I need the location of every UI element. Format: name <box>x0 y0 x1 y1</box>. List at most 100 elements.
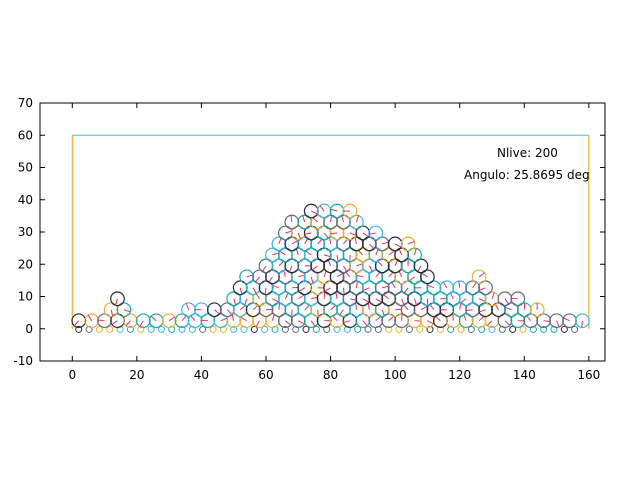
particle-orientation <box>377 260 383 267</box>
particle-orientation <box>278 260 285 267</box>
particle <box>323 236 338 252</box>
particle <box>342 291 358 307</box>
particle <box>316 225 332 241</box>
particle <box>310 258 326 274</box>
particle <box>290 269 306 285</box>
particle-orientation <box>302 215 306 223</box>
particle <box>349 214 364 230</box>
x-tick-label: 40 <box>194 368 209 382</box>
base-particle <box>571 325 579 333</box>
particle-orientation <box>114 298 118 306</box>
base-particle <box>333 325 341 333</box>
particle <box>426 280 442 296</box>
particle <box>471 313 487 329</box>
particle <box>329 269 345 285</box>
particle-orientation <box>73 320 80 327</box>
particle-orientation <box>330 232 338 235</box>
particle <box>381 269 397 285</box>
particle <box>232 280 248 296</box>
particle-orientation <box>264 287 267 295</box>
particle <box>355 225 371 241</box>
particle <box>420 269 435 285</box>
particle-orientation <box>355 302 357 310</box>
particle-orientation <box>298 287 306 292</box>
x-tick-label: 60 <box>258 368 273 382</box>
particle <box>439 280 455 296</box>
base-particle <box>416 325 424 333</box>
particle-orientation <box>240 316 247 322</box>
particle-orientation <box>556 320 560 328</box>
particle-orientation <box>317 309 319 317</box>
particle <box>277 269 293 285</box>
particle-orientation <box>407 241 415 245</box>
particle <box>265 269 280 285</box>
particle-orientation <box>375 315 382 322</box>
particle-orientation <box>394 243 402 248</box>
particle-orientation <box>226 309 233 316</box>
base-particle <box>457 325 465 333</box>
particle <box>394 291 409 307</box>
particle-orientation <box>421 272 428 278</box>
particle <box>277 291 293 307</box>
particle-orientation <box>87 314 93 321</box>
particle <box>323 214 338 230</box>
particle-orientation <box>110 309 114 317</box>
particle <box>103 302 119 318</box>
particle-orientation <box>434 315 441 322</box>
particle-orientation <box>125 320 131 327</box>
particle <box>413 302 429 318</box>
particle <box>174 313 190 329</box>
particle <box>284 214 300 230</box>
base-particle <box>95 325 103 333</box>
particle-orientation <box>305 250 312 256</box>
annotation-angulo: Angulo: 25.8695 deg <box>464 168 590 182</box>
particle-orientation <box>304 304 311 311</box>
particle <box>148 313 164 329</box>
particle-orientation <box>298 274 305 278</box>
particle-orientation <box>343 320 351 323</box>
particle-orientation <box>330 215 332 223</box>
particle <box>336 214 351 230</box>
particle-orientation <box>272 284 280 289</box>
particle-orientation <box>246 274 254 278</box>
particle <box>342 225 358 241</box>
particle-orientation <box>369 232 376 235</box>
particle-orientation <box>478 315 485 322</box>
particle-orientation <box>382 241 389 245</box>
particle <box>562 313 577 329</box>
particle <box>110 291 125 307</box>
particle-orientation <box>336 272 344 278</box>
x-tick-label: 80 <box>323 368 338 382</box>
particle-orientation <box>504 320 511 326</box>
base-particle <box>178 325 186 333</box>
particle <box>374 280 390 296</box>
particle-orientation <box>111 320 118 325</box>
particle <box>277 313 293 329</box>
base-particle <box>230 325 238 333</box>
particle-orientation <box>486 320 493 326</box>
particle <box>213 313 229 329</box>
particle <box>303 247 319 263</box>
particle-orientation <box>420 305 428 311</box>
particle <box>116 302 132 318</box>
particle-orientation <box>362 232 369 238</box>
particle-orientation <box>239 287 243 295</box>
particle <box>478 280 493 296</box>
particle <box>323 280 338 296</box>
particle-orientation <box>252 304 259 311</box>
particle-orientation <box>349 232 357 236</box>
particle-orientation <box>355 215 360 223</box>
particle <box>123 313 138 329</box>
particle-orientation <box>283 270 286 277</box>
base-particle <box>405 325 413 333</box>
x-tick-label: 140 <box>513 368 536 382</box>
particle-orientation <box>354 237 357 245</box>
particle <box>349 302 364 318</box>
particle <box>284 236 300 252</box>
particle-orientation <box>491 292 495 299</box>
particle <box>368 247 384 263</box>
particle <box>206 302 222 318</box>
particle <box>381 291 397 307</box>
particle <box>303 225 319 241</box>
particle-orientation <box>298 294 305 300</box>
